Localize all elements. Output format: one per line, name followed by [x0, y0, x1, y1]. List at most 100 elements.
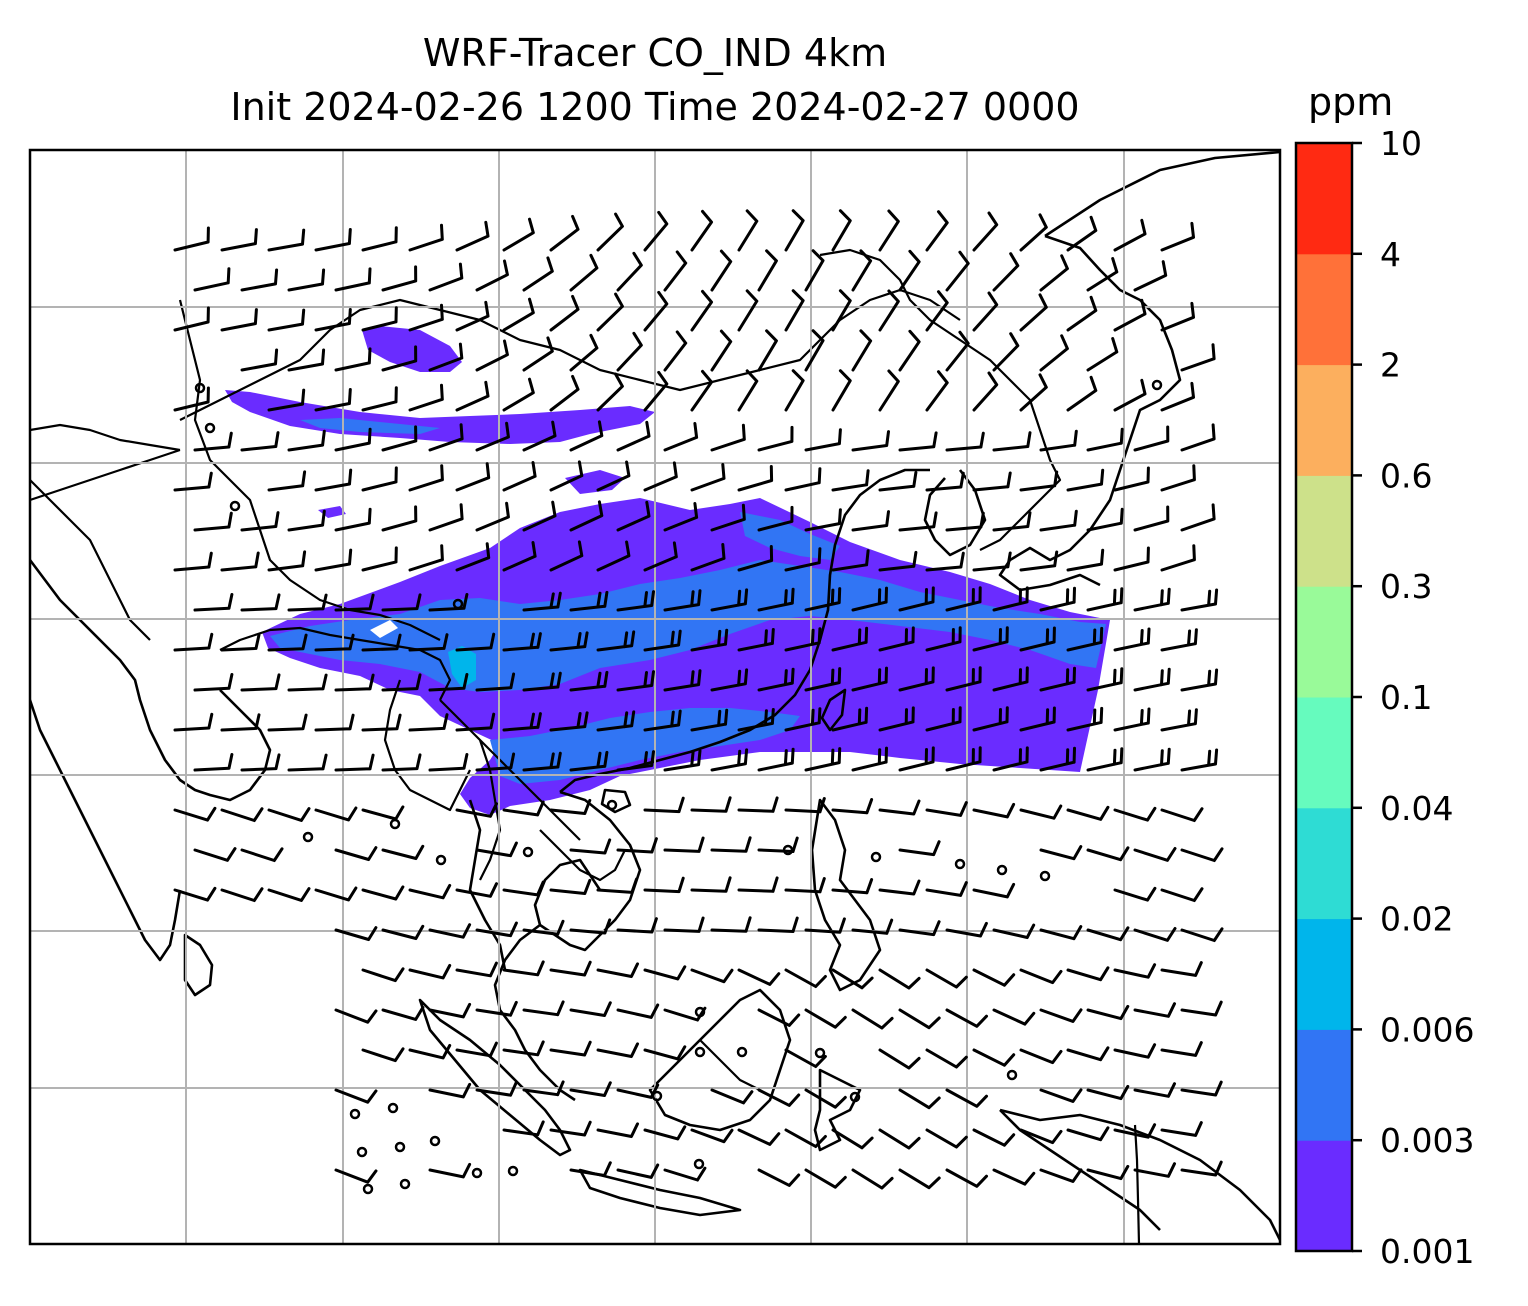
- wind-barb: [690, 1128, 734, 1144]
- wind-barb: [878, 470, 918, 492]
- wind-barb: [475, 672, 516, 692]
- wind-barb: [596, 1042, 639, 1058]
- wind-barb: [690, 369, 713, 412]
- wind-barb: [220, 713, 261, 732]
- wind-barb: [475, 921, 518, 938]
- wind-barb: [663, 422, 699, 452]
- wind-barb: [569, 420, 604, 452]
- wind-barb: [992, 586, 1029, 612]
- wind-barb: [549, 214, 580, 252]
- calm-wind-marker: [954, 858, 966, 870]
- wind-barb: [1160, 887, 1204, 902]
- wind-barb: [643, 1125, 687, 1141]
- wind-barb: [267, 228, 306, 252]
- wind-barb: [710, 836, 752, 853]
- wind-barb: [314, 633, 355, 652]
- wind-barb: [804, 249, 825, 292]
- wind-barb: [381, 673, 422, 692]
- wind-barb: [972, 211, 999, 252]
- wind-barb: [173, 386, 210, 412]
- coast-india: [30, 559, 272, 962]
- wind-barb: [616, 500, 651, 532]
- wind-barb: [361, 546, 398, 572]
- wind-barb: [710, 329, 733, 372]
- wind-barb: [1133, 667, 1171, 692]
- wind-barb: [1039, 1008, 1083, 1023]
- coast-java: [578, 1168, 742, 1217]
- wind-barb: [596, 877, 638, 894]
- coast-east-asia: [998, 150, 1280, 592]
- wind-barb: [1160, 221, 1195, 252]
- wind-barb: [1133, 1002, 1176, 1018]
- wind-barb: [925, 1048, 968, 1069]
- wind-barb: [643, 796, 685, 814]
- wind-barb: [898, 840, 941, 857]
- calm-wind-marker: [694, 1006, 706, 1018]
- wind-barb: [361, 713, 402, 732]
- tracer-plume: [225, 326, 1110, 815]
- wind-barb: [663, 502, 699, 532]
- wind-barb: [1180, 1080, 1223, 1097]
- wind-barb: [596, 962, 639, 978]
- wind-barb: [193, 753, 234, 772]
- calm-wind-marker: [996, 864, 1008, 876]
- wind-barb: [522, 336, 554, 372]
- wind-barb: [1066, 626, 1104, 652]
- coast-borneo: [648, 988, 792, 1132]
- calm-wind-marker: [782, 844, 794, 856]
- wind-barb: [831, 369, 852, 412]
- wind-barb: [1086, 587, 1124, 612]
- wind-barb: [1133, 260, 1168, 292]
- wind-barb: [314, 548, 353, 572]
- wind-barb: [381, 345, 418, 372]
- coast-new-guinea: [999, 1108, 1280, 1241]
- wind-barb: [878, 1128, 921, 1150]
- wind-barb: [1160, 301, 1195, 332]
- wind-barb: [1039, 845, 1083, 861]
- wind-barb: [663, 250, 688, 292]
- wind-barb: [408, 713, 449, 732]
- wind-barb: [334, 1168, 378, 1184]
- wind-barb: [898, 431, 938, 452]
- wind-barb: [851, 329, 873, 372]
- wind-barb: [267, 550, 307, 572]
- wind-barb: [784, 369, 805, 412]
- wind-barb: [287, 268, 326, 292]
- wind-barb: [737, 545, 774, 572]
- wind-barb: [361, 967, 405, 983]
- wind-barb: [878, 369, 900, 412]
- wind-barb: [898, 1008, 941, 1030]
- wind-barb: [757, 1008, 801, 1027]
- wind-barb: [522, 1000, 565, 1017]
- wind-barb: [851, 510, 890, 532]
- wind-barb: [361, 885, 405, 901]
- wind-barb: [784, 877, 826, 894]
- wind-barb: [502, 217, 535, 252]
- wind-barb: [334, 347, 372, 372]
- wind-barb: [690, 209, 713, 252]
- wind-barb: [475, 1080, 518, 1097]
- wind-barb: [408, 303, 444, 332]
- wind-barb: [502, 1120, 545, 1137]
- wind-barb: [596, 460, 631, 492]
- wind-barb: [1086, 846, 1130, 862]
- wind-barb: [569, 1161, 612, 1177]
- wind-barb: [992, 431, 1032, 452]
- wind-barb: [408, 883, 452, 900]
- calm-wind-marker: [651, 1090, 663, 1102]
- wind-barb: [428, 1082, 472, 1099]
- wind-barb: [878, 209, 900, 252]
- wind-barb: [737, 708, 775, 732]
- wind-barb: [616, 1003, 660, 1019]
- wind-barb: [757, 329, 778, 372]
- wind-barb: [267, 887, 311, 902]
- wind-barb: [1019, 804, 1063, 820]
- wind-barb: [475, 421, 510, 452]
- wind-barb: [267, 807, 311, 822]
- wind-barb: [475, 501, 510, 532]
- wind-barb: [784, 707, 822, 732]
- wind-barb: [1160, 708, 1198, 732]
- wind-barb: [878, 968, 921, 990]
- calm-wind-marker: [694, 1046, 706, 1058]
- wind-barb: [1113, 806, 1157, 822]
